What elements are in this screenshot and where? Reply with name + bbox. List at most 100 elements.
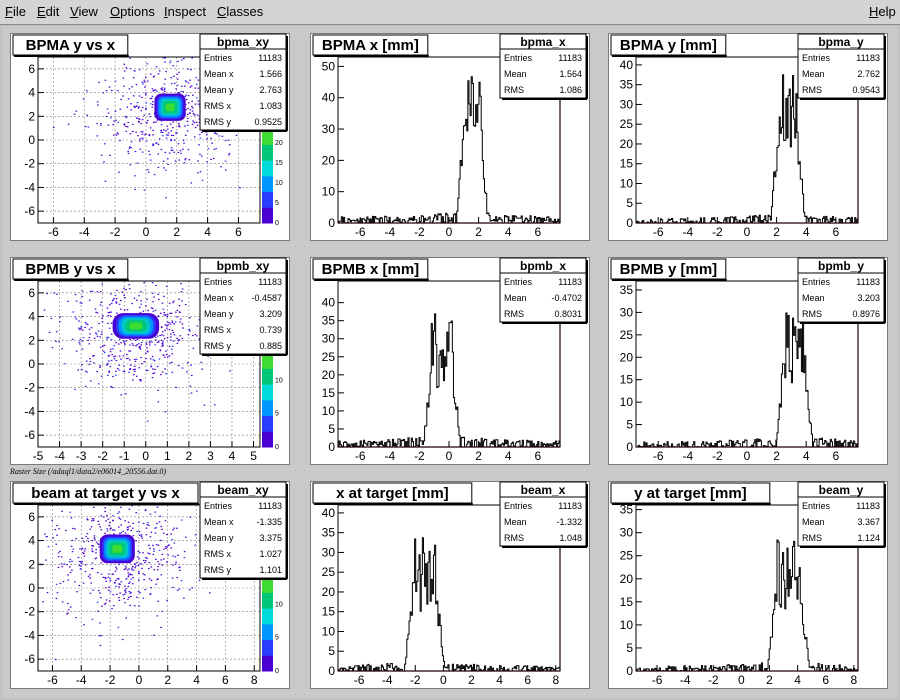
scatter-point bbox=[89, 592, 92, 594]
scatter-point bbox=[161, 528, 163, 530]
x-tick-label: 4 bbox=[803, 225, 810, 239]
scatter-point bbox=[88, 363, 91, 366]
scatter-point bbox=[197, 100, 200, 102]
menu-inspect[interactable]: Inspect bbox=[164, 4, 206, 19]
scatter-point bbox=[72, 548, 75, 550]
scatter-point bbox=[142, 559, 145, 562]
scatter-point bbox=[95, 552, 97, 554]
scatter-point bbox=[105, 580, 108, 582]
scatter-point bbox=[175, 132, 177, 134]
scatter-point bbox=[153, 548, 155, 550]
pad-2-bpma-x[interactable]: -6 -4 -2 0 2 4 6 0 10 20 30 40 50 BPMA x [mm] bpma_x En… bbox=[310, 33, 590, 241]
scatter-point bbox=[137, 550, 140, 553]
scatter-point bbox=[67, 609, 70, 611]
scatter-point bbox=[214, 132, 216, 135]
scatter-point bbox=[163, 314, 165, 316]
scatter-point bbox=[196, 114, 199, 116]
menu-file[interactable]: File bbox=[5, 4, 26, 19]
scatter-point bbox=[55, 331, 58, 333]
x-tick-label: -4 bbox=[682, 225, 693, 239]
scatter-point bbox=[78, 564, 81, 567]
scatter-point bbox=[139, 140, 141, 142]
scatter-point bbox=[118, 517, 120, 519]
scatter-point bbox=[110, 385, 112, 388]
scatter-point bbox=[170, 77, 172, 79]
scatter-point bbox=[121, 291, 124, 293]
scatter-point bbox=[143, 79, 146, 81]
scatter-point bbox=[144, 86, 146, 88]
scatter-point bbox=[81, 315, 84, 318]
scatter-point bbox=[109, 580, 112, 582]
scatter-point bbox=[91, 548, 93, 550]
scatter-point bbox=[154, 339, 157, 341]
pad-3-bpma-y[interactable]: -6 -4 -2 0 2 4 6 0 5 10 15 20 25 30 35 40 BPMA y [mm] bpm… bbox=[608, 33, 888, 241]
scatter-point bbox=[156, 615, 159, 617]
scatter-point bbox=[86, 371, 88, 373]
scatter-point bbox=[138, 534, 141, 536]
scatter-point bbox=[138, 295, 140, 297]
y-tick-label: 6 bbox=[28, 286, 35, 300]
scatter-point bbox=[173, 82, 176, 84]
scatter-point bbox=[141, 96, 143, 99]
menu-edit[interactable]: Edit bbox=[37, 4, 60, 19]
scatter-point bbox=[130, 529, 133, 532]
scatter-point bbox=[155, 121, 157, 123]
scatter-point bbox=[208, 592, 211, 594]
menu-classes[interactable]: Classes bbox=[217, 4, 264, 19]
scatter-point bbox=[78, 327, 80, 329]
stats-value: 11183 bbox=[856, 277, 880, 287]
scatter-point bbox=[118, 599, 121, 601]
pad-9-beam-y[interactable]: -6 -4 -2 0 2 4 6 8 0 5 10 15 20 25 30 35y at target [mm… bbox=[608, 481, 888, 689]
scatter-point bbox=[154, 309, 157, 311]
scatter-point bbox=[92, 551, 94, 553]
scatter-point bbox=[150, 587, 152, 589]
scatter-point bbox=[165, 325, 168, 327]
x-tick-label: 0 bbox=[136, 673, 143, 687]
scatter-point bbox=[60, 556, 63, 558]
scatter-point bbox=[176, 527, 178, 529]
stats-name: beam_x bbox=[521, 483, 566, 497]
scatter-point bbox=[100, 154, 103, 156]
scatter-point bbox=[171, 538, 174, 541]
scatter-point bbox=[151, 355, 154, 358]
scatter-point bbox=[229, 144, 231, 146]
stats-label: Entries bbox=[204, 53, 233, 63]
scatter-point bbox=[154, 89, 157, 91]
scatter-point bbox=[140, 534, 143, 536]
scatter-point bbox=[165, 547, 168, 550]
scatter-point bbox=[68, 566, 71, 568]
scatter-point bbox=[166, 314, 169, 316]
scatter-point bbox=[145, 108, 147, 110]
menu-options[interactable]: Options bbox=[110, 4, 155, 19]
menu-help[interactable]: Help bbox=[869, 4, 896, 19]
scatter-point bbox=[82, 98, 85, 100]
scatter-point bbox=[144, 509, 147, 511]
scatter-point bbox=[136, 530, 138, 533]
y-tick-label: 10 bbox=[322, 185, 336, 199]
scatter-point bbox=[174, 321, 177, 323]
scatter-point bbox=[146, 119, 149, 121]
scatter-point bbox=[183, 162, 186, 164]
scatter-point bbox=[54, 658, 57, 661]
scatter-point bbox=[138, 605, 140, 607]
scatter-point bbox=[192, 112, 195, 115]
menu-view[interactable]: View bbox=[70, 4, 98, 19]
scatter-point bbox=[118, 586, 120, 588]
x-tick-label: -4 bbox=[384, 449, 395, 463]
scatter-point bbox=[131, 505, 133, 507]
pad-6-bpmb-y[interactable]: -6 -4 -2 0 2 4 6 0 5 10 15 20 25 30 35 BPMB y [mm] bpmb_… bbox=[608, 257, 888, 465]
pad-8-beam-x[interactable]: -6 -4 -2 0 2 4 6 8 0 5 10 15 20 25 30 35 40x at target [… bbox=[310, 481, 590, 689]
scatter-point bbox=[168, 345, 171, 347]
scatter-point bbox=[150, 97, 153, 99]
x-tick-label: 2 bbox=[186, 449, 193, 463]
stats-value: 11183 bbox=[558, 501, 582, 511]
scatter-point bbox=[120, 394, 123, 396]
pad-5-bpmb-x[interactable]: -6 -4 -2 0 2 4 6 0 5 10 15 20 25 30 35 40 BPMB x [mm] bpm… bbox=[310, 257, 590, 465]
scatter-point bbox=[170, 138, 173, 140]
scatter-point bbox=[144, 509, 147, 512]
scatter-point bbox=[212, 157, 215, 160]
y-tick-label: 6 bbox=[28, 510, 35, 524]
